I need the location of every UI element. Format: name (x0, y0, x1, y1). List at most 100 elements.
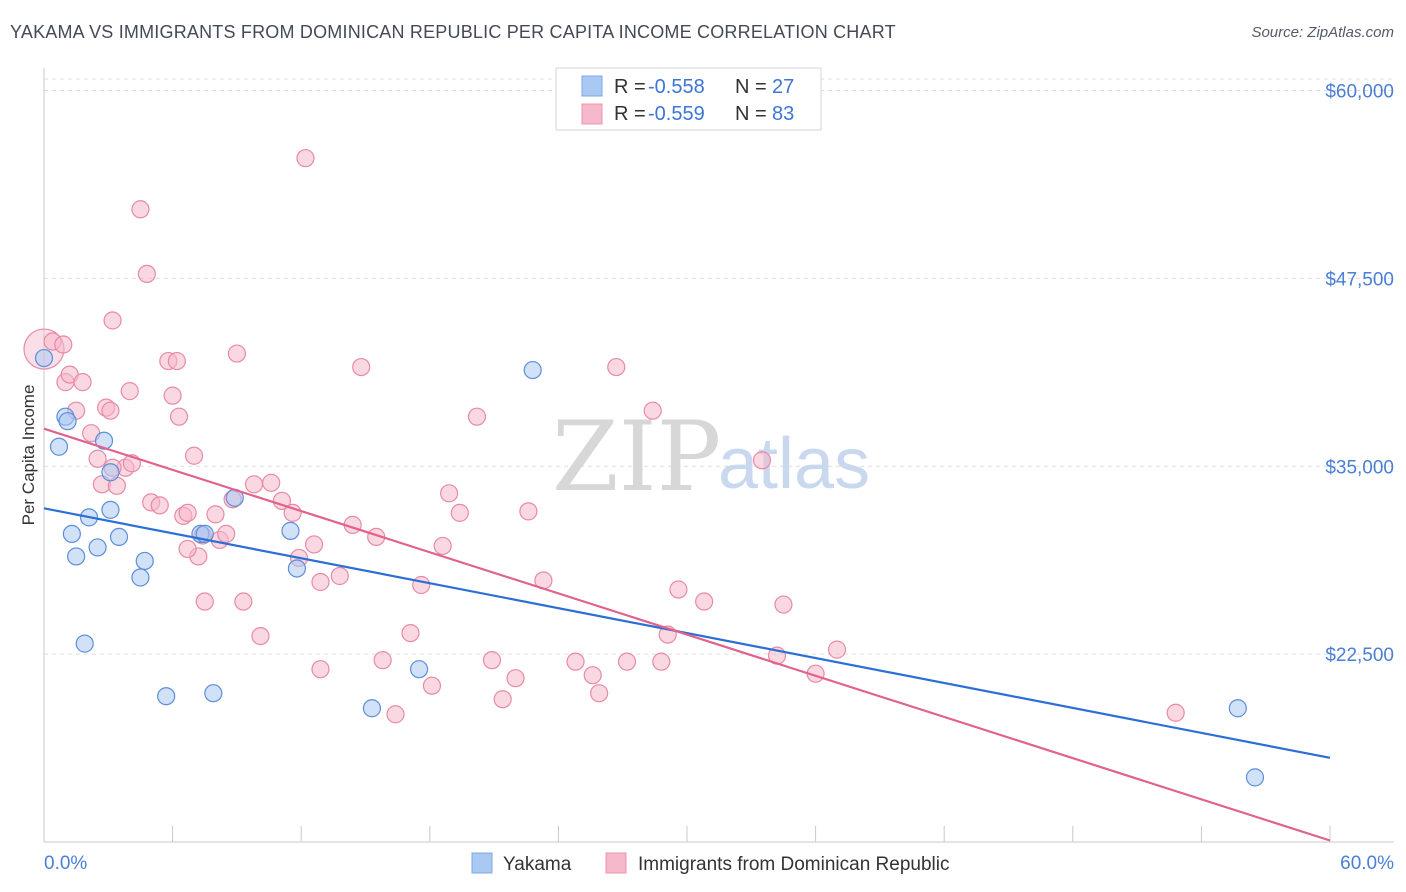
legend-swatch-yakama (581, 75, 603, 97)
point-dominican (244, 475, 264, 494)
y-axis-tick-labels: $22,500 $35,000 $47,500 $60,000 (1325, 82, 1394, 667)
y-tick-label: $60,000 (1325, 82, 1394, 103)
point-dominican (178, 539, 197, 559)
point-dominican (607, 357, 626, 377)
point-yakama (281, 521, 300, 540)
bottom-legend-swatch-yakama (471, 852, 493, 874)
legend-swatch-dominican (581, 103, 603, 125)
legend-n-value-1: 27 (772, 76, 794, 98)
point-dominican (669, 580, 688, 599)
y-tick-label: $22,500 (1325, 645, 1394, 666)
point-dominican (506, 669, 525, 688)
point-yakama (94, 431, 114, 450)
point-dominican (467, 407, 487, 426)
point-yakama (49, 437, 69, 456)
point-yakama (204, 684, 223, 703)
point-yakama (1228, 699, 1247, 718)
point-dominican (217, 524, 236, 544)
x-tick-label-min: 0.0% (44, 853, 87, 874)
point-yakama (67, 547, 86, 566)
point-dominican (195, 592, 214, 611)
point-dominican (206, 505, 225, 524)
point-yakama (88, 538, 107, 557)
scatter-points (23, 149, 1265, 787)
point-dominican (643, 401, 662, 420)
bottom-legend-dominican: Immigrants from Dominican Republic (638, 854, 950, 875)
point-dominican (566, 652, 585, 671)
watermark-zip: ZIP (552, 401, 721, 513)
gridlines (44, 78, 1394, 655)
legend-r-label-2: R = (614, 103, 646, 125)
point-yakama (131, 568, 150, 587)
watermark-atlas: atlas (718, 424, 870, 504)
point-dominican (227, 344, 246, 363)
legend: R = -0.558 N = 27 R = -0.559 N = 83 (555, 67, 822, 131)
point-dominican (752, 451, 772, 470)
point-dominican (352, 357, 371, 377)
trend-lines (43, 427, 1331, 842)
point-dominican (262, 473, 281, 492)
chart-title: YAKAMA VS IMMIGRANTS FROM DOMINICAN REPU… (10, 22, 896, 42)
point-dominican (583, 666, 602, 685)
point-dominican (169, 407, 189, 426)
point-yakama (101, 463, 120, 482)
point-yakama (58, 412, 77, 431)
point-dominican (412, 575, 431, 595)
point-dominican (120, 382, 139, 401)
point-dominican (373, 651, 392, 670)
legend-r-label-1: R = (614, 76, 646, 98)
legend-n-label-1: N = (735, 76, 767, 98)
bottom-legend-swatch-dominican (605, 852, 627, 874)
x-axis-ticks (172, 826, 1331, 842)
point-yakama (409, 660, 429, 679)
point-dominican (131, 200, 150, 219)
legend-n-value-2: 83 (772, 103, 794, 125)
point-dominican (695, 592, 714, 611)
point-dominican (296, 149, 315, 168)
point-dominican (482, 651, 502, 670)
point-yakama (157, 687, 176, 706)
point-dominican (184, 446, 204, 465)
point-dominican (774, 595, 793, 614)
point-dominican (330, 566, 349, 586)
legend-r-value-1: -0.558 (648, 76, 705, 98)
legend-r-value-2: -0.559 (648, 103, 705, 125)
point-dominican (167, 351, 186, 371)
point-dominican (433, 536, 452, 556)
x-tick-label-max: 60.0% (1340, 853, 1394, 874)
point-yakama (101, 500, 120, 519)
point-dominican (450, 503, 469, 522)
y-tick-label: $47,500 (1325, 269, 1394, 290)
point-yakama (75, 634, 94, 653)
bottom-legend-yakama: Yakama (503, 854, 572, 875)
point-dominican (827, 640, 847, 659)
point-dominican (311, 660, 330, 679)
point-yakama (109, 527, 129, 547)
point-dominican (103, 311, 122, 330)
point-dominican (137, 264, 156, 283)
point-yakama (362, 699, 382, 718)
point-dominican (251, 627, 270, 646)
point-dominican (178, 503, 197, 522)
point-yakama (62, 524, 81, 544)
point-dominican (439, 484, 459, 503)
bottom-legend: Yakama Immigrants from Dominican Republi… (471, 852, 950, 875)
point-dominican (1166, 703, 1185, 722)
point-dominican (88, 449, 107, 468)
point-dominican (590, 684, 609, 703)
point-dominican (519, 502, 538, 521)
point-yakama (287, 559, 307, 578)
point-dominican (311, 572, 330, 592)
point-yakama (34, 348, 54, 368)
source-label: Source: ZipAtlas.com (1251, 24, 1394, 41)
point-dominican (234, 592, 253, 611)
y-axis-title: Per Capita Income (19, 385, 38, 526)
point-dominican (493, 690, 512, 709)
point-dominican (304, 535, 324, 554)
point-dominican (101, 401, 120, 420)
legend-n-label-2: N = (735, 103, 767, 125)
point-dominican (150, 496, 169, 515)
point-dominican (386, 705, 405, 724)
point-dominican (422, 676, 442, 695)
